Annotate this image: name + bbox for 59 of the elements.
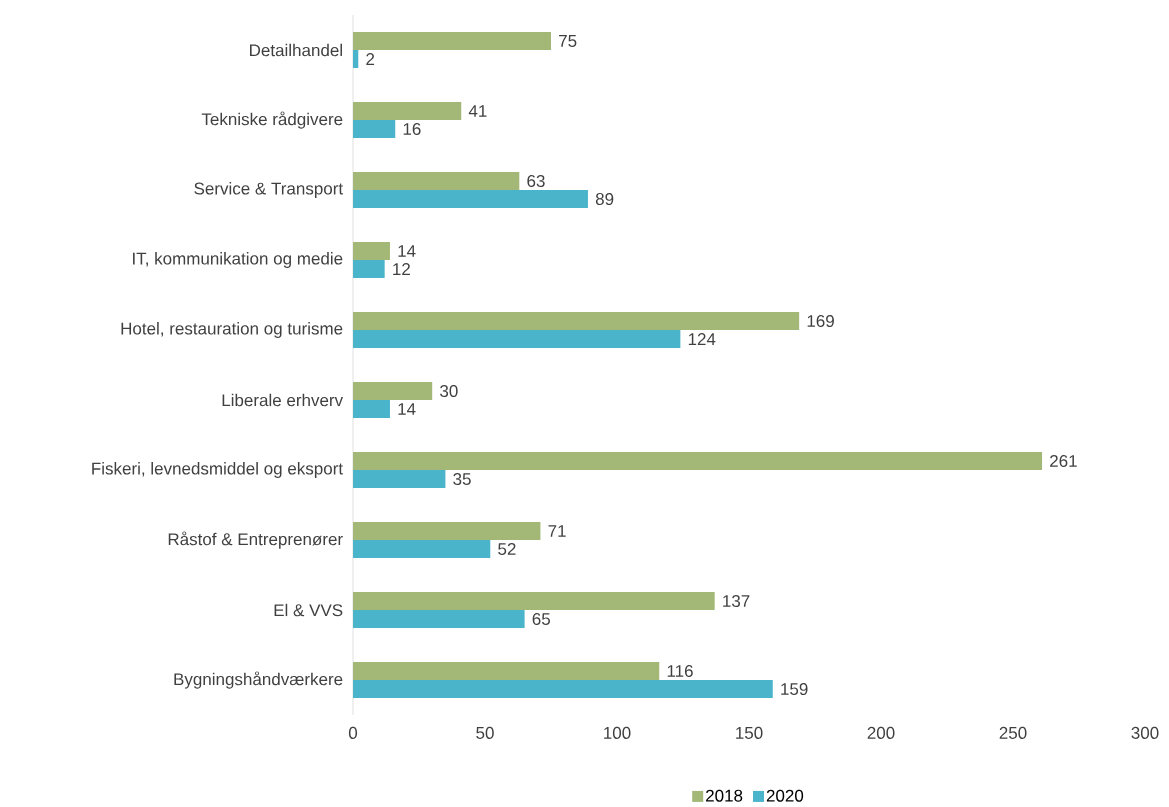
bar <box>353 400 390 419</box>
data-label: 75 <box>559 35 577 47</box>
data-label: 35 <box>453 472 471 486</box>
bar <box>353 32 551 50</box>
y-tick-label: El & VVS <box>274 603 343 617</box>
data-label: 30 <box>440 384 458 398</box>
bar <box>353 50 359 68</box>
y-tick-label: Fiskeri, levnedsmiddel og eksport <box>92 462 343 478</box>
x-tick-label: 50 <box>476 726 494 739</box>
bar <box>353 120 396 139</box>
bar <box>353 662 660 681</box>
y-tick-label: Hotel, restauration og turisme <box>121 322 343 338</box>
data-label: 52 <box>498 542 516 556</box>
bar <box>353 172 520 191</box>
data-label: 2 <box>366 53 375 65</box>
bar <box>353 680 773 699</box>
bar <box>353 102 462 120</box>
y-tick-label: Bygningshåndværkere <box>174 671 343 689</box>
y-tick-label: Råstof & Entreprenører <box>168 531 343 549</box>
data-label: 14 <box>398 403 416 415</box>
data-label: 124 <box>688 333 716 345</box>
x-tick-label: 300 <box>1131 726 1159 739</box>
data-label: 89 <box>595 192 614 206</box>
data-label: 16 <box>403 122 421 136</box>
data-label: 12 <box>393 263 410 275</box>
x-tick-label: 200 <box>867 726 895 739</box>
data-label: 137 <box>723 594 750 608</box>
bar <box>353 610 525 629</box>
x-tick-label: 100 <box>604 726 631 739</box>
y-tick-label: Detailhandel <box>250 43 342 57</box>
bar <box>353 382 433 401</box>
bar <box>353 190 588 209</box>
data-label: 116 <box>667 664 693 678</box>
legend-label: 2018 <box>706 789 743 802</box>
bar <box>353 470 446 489</box>
y-tick-label: Service & Transport <box>194 182 343 198</box>
data-label: 71 <box>548 525 566 537</box>
y-tick-label: Tekniske rådgivere <box>201 111 343 129</box>
data-label: 159 <box>781 682 808 696</box>
bar <box>353 452 1043 471</box>
data-label: 41 <box>468 105 487 117</box>
x-tick-label: 150 <box>736 726 763 739</box>
x-tick-label: 0 <box>348 726 358 739</box>
data-label: 261 <box>1050 454 1077 468</box>
bar <box>353 330 681 349</box>
bar <box>353 592 715 611</box>
bar <box>353 522 541 541</box>
bar <box>353 242 390 261</box>
data-label: 169 <box>807 314 834 328</box>
y-tick-label: Liberale erhverv <box>222 393 344 407</box>
bar <box>353 312 800 331</box>
data-label: 14 <box>398 245 416 257</box>
y-tick-label: IT, kommunikation og medie <box>133 252 343 268</box>
x-tick-label: 250 <box>999 726 1027 739</box>
data-label: 63 <box>527 174 545 188</box>
bar <box>353 260 385 279</box>
bar <box>353 540 491 559</box>
data-label: 65 <box>532 612 550 626</box>
legend-label: 2020 <box>766 789 804 802</box>
